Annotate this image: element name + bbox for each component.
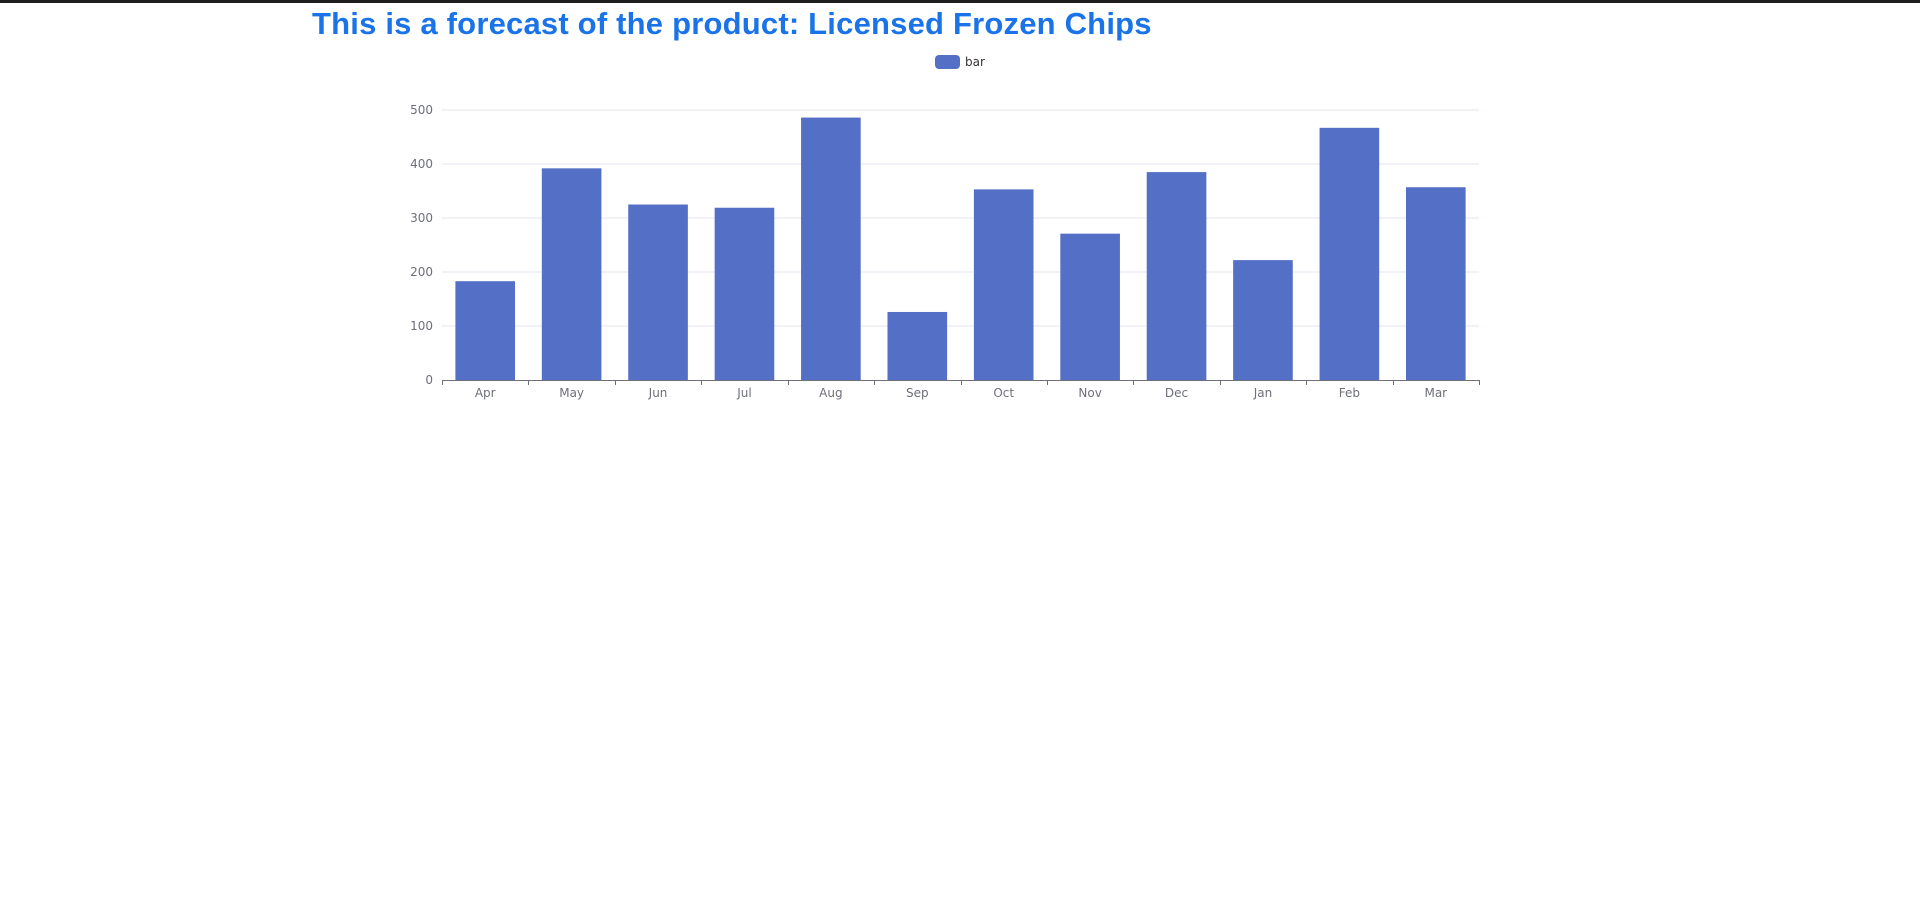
grid-lines xyxy=(442,109,1479,327)
axes: 0 100 200 300 400 500 Apr May Jun Jul Aug Sep Oct Nov… xyxy=(410,103,1480,400)
page-title: This is a forecast of the product: Licen… xyxy=(312,6,1152,41)
bars xyxy=(455,117,1466,381)
x-tick-label: Jun xyxy=(648,386,668,400)
x-tick-label: Aug xyxy=(819,386,842,400)
x-tick-label: Oct xyxy=(993,386,1014,400)
x-tick-label: Mar xyxy=(1424,386,1447,400)
y-tick-label: 500 xyxy=(410,103,433,117)
legend-label[interactable]: bar xyxy=(965,55,985,69)
y-tick-label: 300 xyxy=(410,211,433,225)
legend[interactable]: bar xyxy=(935,55,985,69)
bar-apr[interactable] xyxy=(455,281,516,380)
x-tick-label: May xyxy=(559,386,584,400)
bar-may[interactable] xyxy=(541,168,602,380)
x-tick-label: Dec xyxy=(1165,386,1188,400)
bar-jan[interactable] xyxy=(1233,260,1293,380)
legend-swatch[interactable] xyxy=(935,55,960,69)
top-border xyxy=(0,0,1920,3)
y-tick-label: 200 xyxy=(410,265,433,279)
x-tick-label: Feb xyxy=(1339,386,1360,400)
bar-sep[interactable] xyxy=(887,311,948,380)
bar-mar[interactable] xyxy=(1405,187,1466,380)
x-tick-label: Jan xyxy=(1253,386,1273,400)
bar-feb[interactable] xyxy=(1319,127,1380,380)
y-tick-label: 0 xyxy=(425,373,433,387)
x-tick-label: Jul xyxy=(736,386,751,400)
bar-jul[interactable] xyxy=(714,207,775,380)
bar-jun[interactable] xyxy=(628,204,688,381)
bar-oct[interactable] xyxy=(973,189,1034,380)
x-tick-label: Apr xyxy=(475,386,496,400)
x-tick-label: Sep xyxy=(906,386,929,400)
bar-dec[interactable] xyxy=(1146,172,1207,380)
bar-nov[interactable] xyxy=(1060,233,1120,380)
x-tick-label: Nov xyxy=(1078,386,1101,400)
y-tick-label: 400 xyxy=(410,157,433,171)
bar-aug[interactable] xyxy=(801,117,861,380)
y-tick-label: 100 xyxy=(410,319,433,333)
